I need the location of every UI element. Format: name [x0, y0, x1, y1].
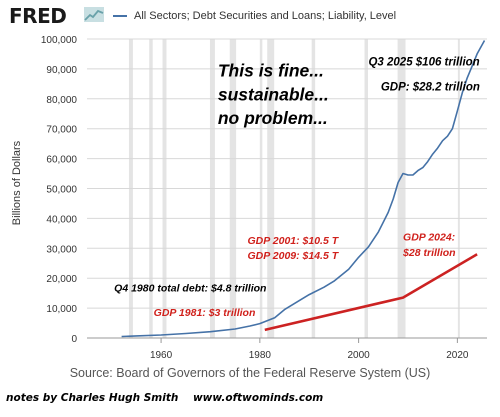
fred-logo-chart-icon [84, 7, 104, 22]
gdp-series-line [264, 253, 478, 332]
y-tick-label: 60,000 [46, 155, 77, 166]
legend-line-swatch [113, 15, 127, 17]
chart-annotation: GDP 2001: $10.5 T [247, 235, 339, 247]
credits-line: notes by Charles Hugh Smith www.oftwomin… [6, 392, 324, 404]
chart-annotation: GDP 2009: $14.5 T [247, 250, 339, 262]
chart-legend: All Sectors; Debt Securities and Loans; … [113, 10, 396, 22]
x-tick-label: 1980 [249, 350, 272, 361]
y-tick-label: 90,000 [46, 65, 77, 76]
y-tick-label: 40,000 [46, 214, 77, 225]
legend-label: All Sectors; Debt Securities and Loans; … [134, 10, 397, 22]
chart-annotation: Q4 1980 total debt: $4.8 trillion [114, 283, 266, 295]
chart-annotation: Q3 2025 $106 trillion [368, 56, 479, 68]
chart-annotation: GDP: $28.2 trillion [381, 82, 480, 94]
x-tick-label: 1960 [150, 350, 173, 361]
chart-annotation: GDP 1981: $3 trillion [154, 307, 256, 319]
y-tick-label: 0 [71, 334, 77, 345]
chart-annotation: This is fine... [218, 60, 324, 80]
fred-logo: FRED [9, 4, 67, 28]
y-tick-label: 70,000 [46, 125, 77, 136]
chart-annotation: $28 trillion [402, 247, 456, 259]
chart-annotation: GDP 2024: [403, 232, 455, 244]
debt-chart: 0 10,000 20,000 30,000 40,000 50,000 60,000 70,… [41, 35, 487, 361]
y-tick-label: 10,000 [46, 304, 77, 315]
x-tick-label: 2020 [446, 350, 469, 361]
x-tick-label: 2000 [347, 350, 370, 361]
y-tick-label: 20,000 [46, 274, 77, 285]
source-note: Source: Board of Governors of the Federa… [69, 366, 431, 380]
chart-annotation: no problem... [218, 108, 328, 128]
y-tick-label: 50,000 [46, 185, 77, 196]
debt-series-line [121, 40, 486, 338]
y-tick-label: 80,000 [46, 95, 77, 106]
chart-annotation: sustainable... [218, 84, 329, 104]
y-tick-label: 100,000 [41, 35, 78, 46]
y-tick-label: 30,000 [46, 244, 77, 255]
chart-frame: FRED All Sectors; Debt Securities and Lo… [9, 4, 487, 380]
